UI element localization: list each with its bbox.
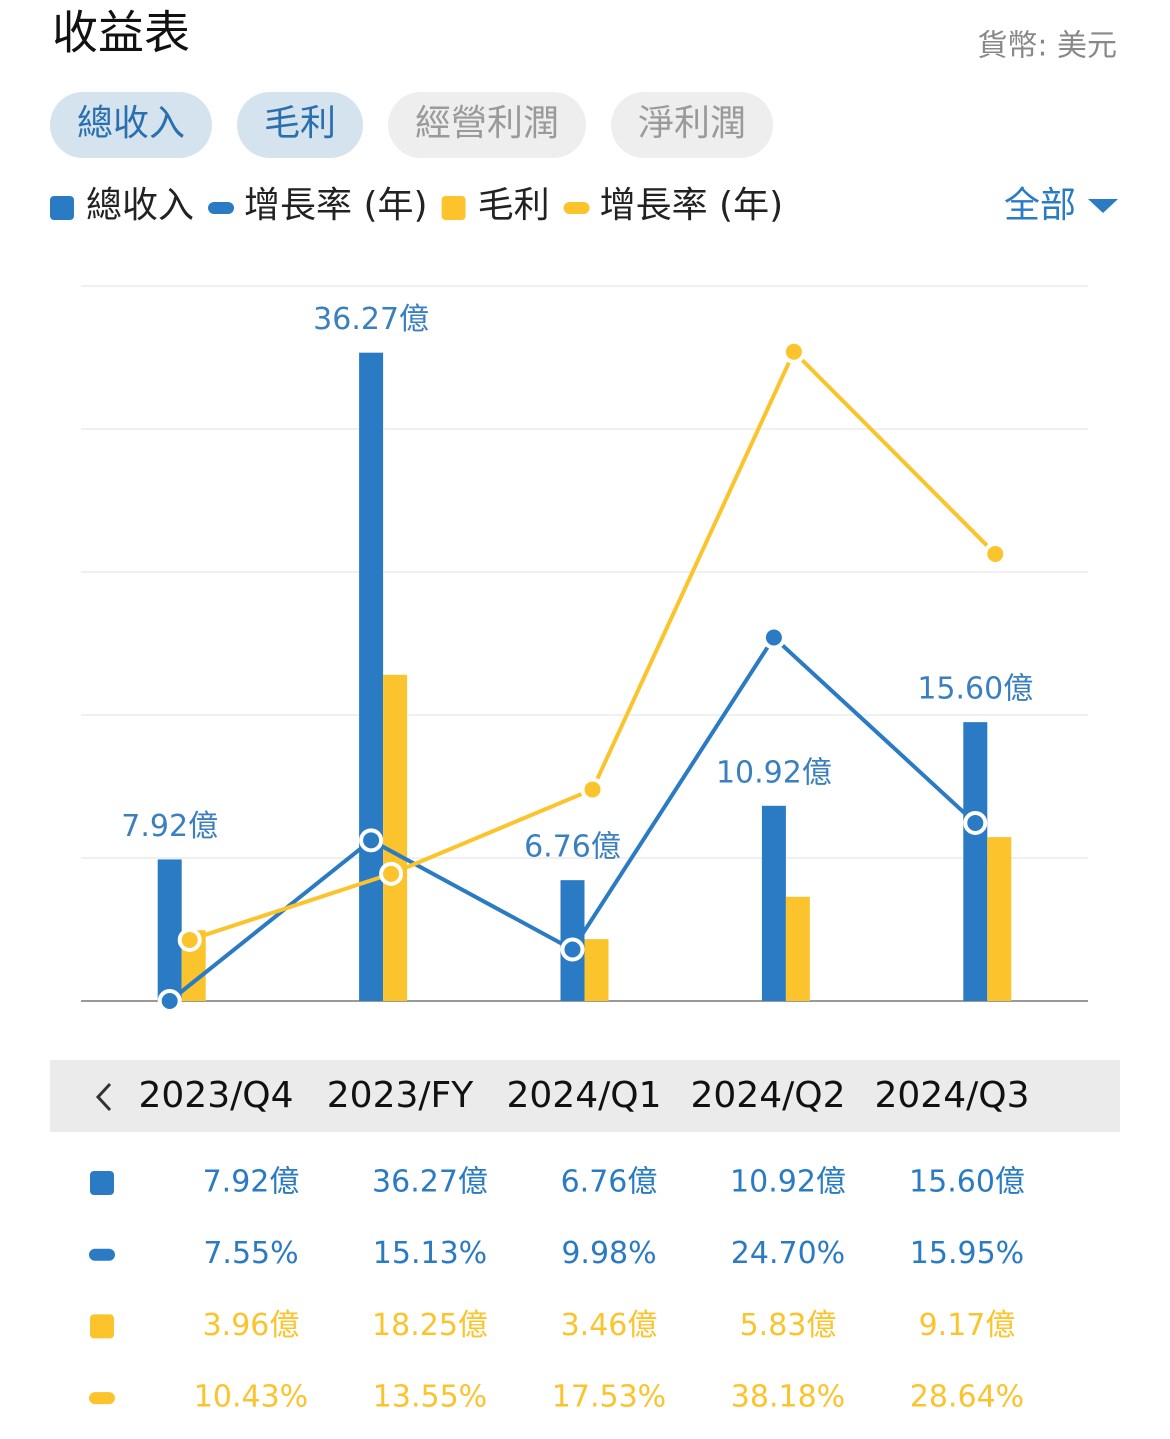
row-icon — [90, 1314, 114, 1339]
bar — [359, 352, 384, 1002]
line-point — [963, 810, 988, 835]
line-point — [379, 861, 404, 886]
tab[interactable] — [388, 92, 587, 158]
tab-label[interactable]: 淨利潤 — [638, 103, 746, 144]
bar — [584, 939, 609, 1001]
table-value: 15.13% — [373, 1236, 487, 1271]
legend-label: 毛利 — [478, 185, 550, 226]
table-value: 7.55% — [203, 1236, 298, 1271]
table-value: 7.92億 — [203, 1165, 300, 1200]
table-value: 15.95% — [910, 1236, 1024, 1271]
bar — [383, 674, 408, 1001]
legend-swatch — [208, 202, 235, 214]
line-point — [761, 625, 786, 650]
table-value: 38.18% — [731, 1380, 845, 1415]
table-value: 6.76億 — [561, 1165, 658, 1200]
tab-label[interactable]: 總收入 — [77, 103, 185, 144]
currency: 貨幣: 美元 — [977, 29, 1117, 64]
line-point — [560, 937, 585, 962]
line-point — [157, 989, 182, 1013]
table-value: 24.70% — [731, 1236, 845, 1271]
tab[interactable] — [611, 92, 774, 158]
table-value: 18.25億 — [372, 1308, 488, 1343]
table-value: 15.60億 — [909, 1165, 1025, 1200]
table-value: 10.92億 — [730, 1165, 846, 1200]
bar-label: 6.76億 — [524, 830, 621, 865]
tab[interactable] — [50, 92, 213, 158]
legend-swatch — [50, 196, 74, 220]
legend-label: 增長率 (年) — [600, 185, 784, 226]
table-value: 9.17億 — [919, 1308, 1016, 1343]
row-icon — [89, 1248, 115, 1261]
table-value: 13.55% — [373, 1380, 487, 1415]
period-label[interactable]: 2023/Q4 — [139, 1075, 294, 1116]
line-point — [359, 828, 384, 853]
table-value: 10.43% — [194, 1380, 308, 1415]
period-label[interactable]: 2024/Q2 — [691, 1075, 846, 1116]
prev-button[interactable] — [95, 1082, 112, 1112]
bar — [157, 859, 182, 1001]
row-icon — [90, 1171, 114, 1195]
tab-label[interactable]: 毛利 — [264, 103, 336, 144]
bar — [785, 896, 810, 1001]
bar — [987, 837, 1012, 1001]
period-label[interactable]: 2024/Q1 — [507, 1075, 662, 1116]
table-value: 36.27億 — [372, 1165, 488, 1200]
row-icon — [89, 1392, 115, 1405]
bar — [761, 805, 786, 1001]
legend-swatch — [563, 202, 590, 214]
period-bar — [50, 1060, 1120, 1132]
line-point — [177, 927, 202, 952]
filter-dropdown[interactable]: 全部 — [1004, 185, 1076, 226]
dropdown-arrow[interactable] — [1088, 199, 1118, 213]
line-point — [781, 339, 806, 364]
line-point — [983, 541, 1008, 566]
table-value: 5.83億 — [740, 1308, 837, 1343]
table-value: 17.53% — [552, 1380, 666, 1415]
table-value: 3.46億 — [561, 1308, 658, 1343]
table-value: 3.96億 — [203, 1308, 300, 1343]
period-label[interactable]: 2024/Q3 — [875, 1075, 1030, 1116]
legend-swatch — [441, 196, 466, 220]
legend-label: 總收入 — [86, 185, 194, 226]
bar-label: 15.60億 — [917, 672, 1033, 707]
period-label[interactable]: 2023/FY — [327, 1075, 474, 1116]
tab-label[interactable]: 經營利潤 — [415, 103, 559, 144]
line-point — [580, 777, 605, 802]
table-value: 28.64% — [910, 1380, 1024, 1415]
table-value: 9.98% — [561, 1236, 656, 1271]
page-title: 收益表 — [52, 6, 190, 60]
legend-label: 增長率 (年) — [244, 185, 428, 226]
bar-label: 10.92億 — [716, 755, 832, 790]
bar — [963, 722, 988, 1001]
bar-label: 7.92億 — [121, 809, 218, 844]
bar-label: 36.27億 — [313, 302, 429, 337]
tab[interactable] — [237, 92, 364, 158]
